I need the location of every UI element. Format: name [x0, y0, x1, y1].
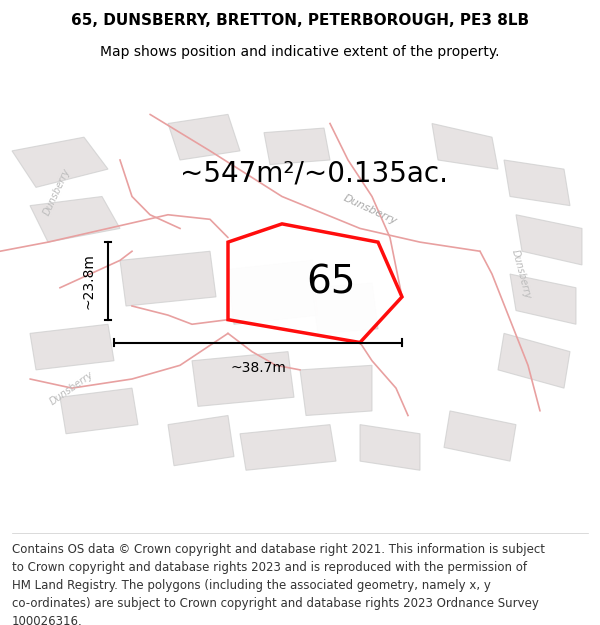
Text: 100026316.: 100026316.: [12, 615, 83, 625]
Polygon shape: [120, 251, 216, 306]
Polygon shape: [264, 128, 330, 164]
Polygon shape: [516, 215, 582, 265]
Polygon shape: [228, 224, 402, 343]
Polygon shape: [240, 424, 336, 470]
Text: Dunsberry: Dunsberry: [342, 193, 399, 227]
Polygon shape: [12, 137, 108, 188]
Polygon shape: [312, 283, 378, 333]
Polygon shape: [444, 411, 516, 461]
Text: Dunsberry: Dunsberry: [48, 369, 95, 407]
Polygon shape: [504, 160, 570, 206]
Text: HM Land Registry. The polygons (including the associated geometry, namely x, y: HM Land Registry. The polygons (includin…: [12, 579, 491, 592]
Polygon shape: [168, 114, 240, 160]
Polygon shape: [360, 424, 420, 470]
Polygon shape: [168, 416, 234, 466]
Text: ~23.8m: ~23.8m: [82, 253, 96, 309]
Text: Map shows position and indicative extent of the property.: Map shows position and indicative extent…: [100, 44, 500, 59]
Text: co-ordinates) are subject to Crown copyright and database rights 2023 Ordnance S: co-ordinates) are subject to Crown copyr…: [12, 597, 539, 610]
Polygon shape: [498, 333, 570, 388]
Text: Dunsberry: Dunsberry: [510, 248, 533, 300]
Text: Dunsberry: Dunsberry: [42, 167, 73, 217]
Text: ~547m²/~0.135ac.: ~547m²/~0.135ac.: [180, 159, 448, 188]
Text: ~38.7m: ~38.7m: [230, 361, 286, 375]
Text: Contains OS data © Crown copyright and database right 2021. This information is : Contains OS data © Crown copyright and d…: [12, 543, 545, 556]
Polygon shape: [192, 352, 294, 406]
Polygon shape: [432, 124, 498, 169]
Polygon shape: [300, 365, 372, 416]
Polygon shape: [30, 324, 114, 370]
Polygon shape: [60, 388, 138, 434]
Text: to Crown copyright and database rights 2023 and is reproduced with the permissio: to Crown copyright and database rights 2…: [12, 561, 527, 574]
Polygon shape: [228, 261, 318, 324]
Text: 65, DUNSBERRY, BRETTON, PETERBOROUGH, PE3 8LB: 65, DUNSBERRY, BRETTON, PETERBOROUGH, PE…: [71, 13, 529, 28]
Polygon shape: [30, 196, 120, 242]
Polygon shape: [510, 274, 576, 324]
Text: 65: 65: [306, 263, 356, 301]
